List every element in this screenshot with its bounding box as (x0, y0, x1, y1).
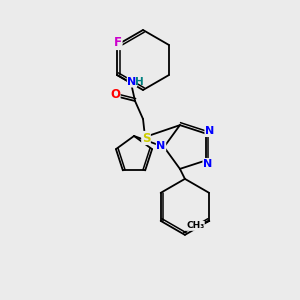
Text: O: O (110, 88, 120, 101)
Text: N: N (156, 141, 166, 151)
Text: CH₃: CH₃ (186, 221, 204, 230)
Text: F: F (114, 37, 122, 50)
Text: N: N (128, 77, 136, 87)
Text: S: S (142, 131, 150, 145)
Text: H: H (135, 77, 143, 87)
Text: N: N (205, 127, 214, 136)
Text: N: N (203, 158, 212, 169)
